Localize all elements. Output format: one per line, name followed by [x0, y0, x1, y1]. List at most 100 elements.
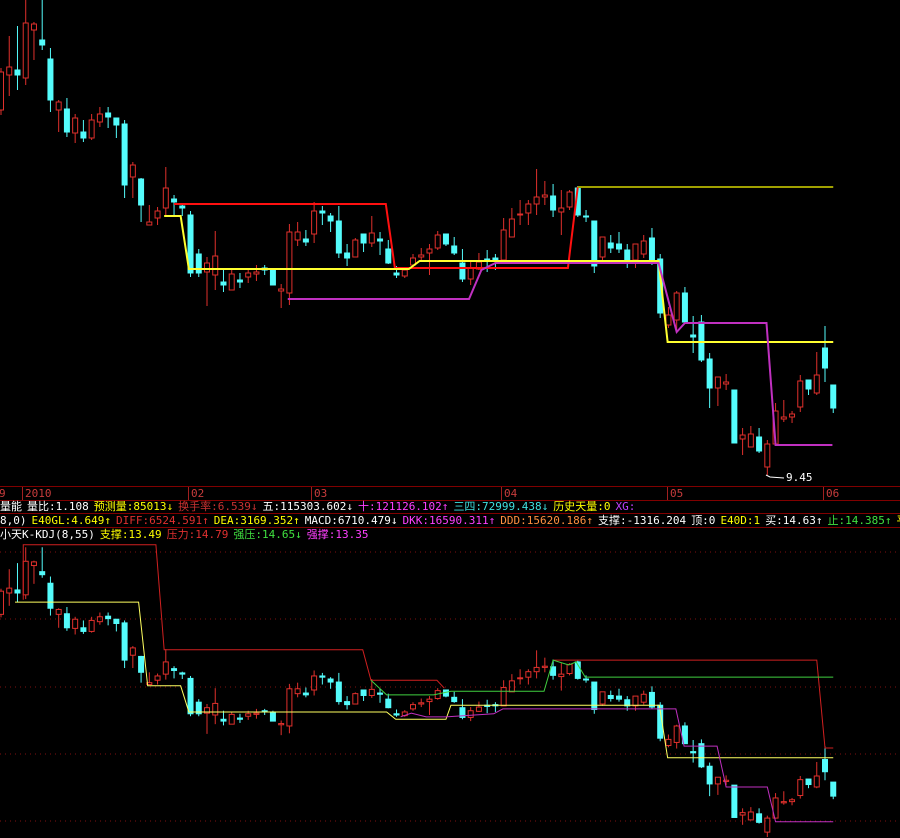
candle-down — [681, 292, 688, 323]
indicator-line — [400, 708, 834, 823]
candle-up — [401, 269, 408, 277]
candle-down — [583, 678, 590, 681]
candle-down — [822, 347, 828, 369]
candle-up — [245, 272, 252, 278]
candle-up — [0, 71, 4, 111]
candle-down — [451, 245, 458, 254]
candle-down — [269, 269, 276, 286]
candle-up — [352, 239, 359, 258]
candle-down — [14, 589, 21, 594]
candle-down — [195, 701, 202, 715]
candle-down — [805, 778, 812, 786]
indicator-value: 支撑:-1316.204 — [597, 514, 687, 527]
candle-down — [731, 389, 738, 444]
candle-down — [681, 725, 688, 745]
candle-down — [830, 781, 837, 797]
candle-down — [63, 613, 70, 629]
candle-down — [113, 618, 120, 624]
candle-up — [640, 693, 647, 703]
candle-down — [179, 205, 186, 209]
candle-up — [286, 688, 293, 727]
candle-up — [764, 817, 771, 833]
candle-up — [146, 682, 153, 685]
candle-up — [278, 723, 285, 726]
candle-down — [377, 238, 384, 242]
candle-up — [162, 661, 169, 675]
candle-down — [47, 582, 54, 609]
candle-up — [88, 619, 95, 632]
candle-up — [508, 680, 515, 693]
candle-up — [311, 210, 318, 235]
candle-up — [410, 704, 416, 710]
candle-down — [616, 695, 622, 700]
candle-up — [558, 207, 565, 213]
candle-up — [245, 713, 252, 717]
candle-up — [418, 702, 425, 705]
candle-up — [418, 254, 425, 258]
candle-down — [616, 243, 622, 250]
candle-down — [179, 672, 186, 675]
candle-up — [780, 416, 787, 420]
candle-down — [171, 668, 178, 671]
candle-up — [599, 691, 606, 705]
indicator-value: 量比:1.108 — [27, 500, 89, 513]
candle-down — [731, 784, 738, 818]
indicator-value: 历史天量:0 — [553, 500, 611, 513]
indicator-value: 预测量:85013↓ — [93, 500, 174, 513]
indicator-value: 三四:72999.438↓ — [453, 500, 549, 513]
low-price-annotation: 9.45 — [786, 471, 813, 484]
candle-up — [368, 688, 375, 696]
candle-down — [327, 678, 334, 683]
candle-up — [228, 713, 235, 725]
candle-up — [467, 267, 474, 280]
candle-up — [747, 811, 754, 821]
candle-up — [517, 213, 524, 216]
candle-down — [220, 718, 227, 722]
candle-up — [368, 232, 375, 244]
candle-up — [500, 687, 507, 707]
candle-down — [138, 655, 145, 673]
indicator-value: DKK:16590.311↑ — [402, 514, 496, 527]
candle-down — [698, 743, 705, 768]
candle-up — [714, 776, 721, 785]
candle-down — [385, 248, 392, 264]
candle-down — [105, 615, 112, 620]
candle-up — [739, 434, 746, 440]
candle-up — [212, 702, 219, 716]
candle-down — [690, 334, 697, 338]
candle-down — [360, 233, 367, 244]
axis-label: 02 — [188, 487, 204, 500]
candle-up — [311, 675, 318, 691]
candle-up — [780, 801, 787, 804]
indicator-value: E40D:1 — [720, 514, 761, 527]
candle-down — [607, 242, 614, 249]
candle-down — [121, 622, 128, 661]
indicator-line — [174, 186, 579, 269]
candle-down — [591, 220, 598, 267]
candle-up — [72, 117, 79, 134]
indicator-line — [15, 601, 834, 759]
candle-down — [648, 237, 655, 263]
indicator-value: 止:14.385↑ — [827, 514, 892, 527]
kdj-indicator-row: 小天K-KDJ(8,55) 支撑:13.49 压力:14.79 强压:14.65↓ 强撑… — [0, 528, 900, 541]
candle-up — [88, 119, 95, 139]
candle-down — [121, 123, 128, 186]
candle-up — [286, 231, 293, 294]
candle-down — [706, 765, 713, 785]
candle-down — [113, 117, 120, 126]
candle-up — [632, 243, 639, 261]
candle-down — [39, 39, 46, 46]
candle-up — [665, 314, 672, 326]
candle-up — [500, 229, 507, 261]
indicator-value: 十:121126.102↑ — [357, 500, 449, 513]
candle-up — [228, 273, 235, 291]
candle-up — [0, 590, 4, 615]
candle-down — [830, 384, 837, 409]
candle-up — [352, 693, 359, 705]
candle-up — [813, 775, 820, 788]
candle-down — [80, 627, 87, 632]
candle-down — [583, 215, 590, 218]
time-axis: 9 2010 02 03 04 05 06 — [0, 486, 900, 501]
candle-up — [673, 292, 680, 321]
